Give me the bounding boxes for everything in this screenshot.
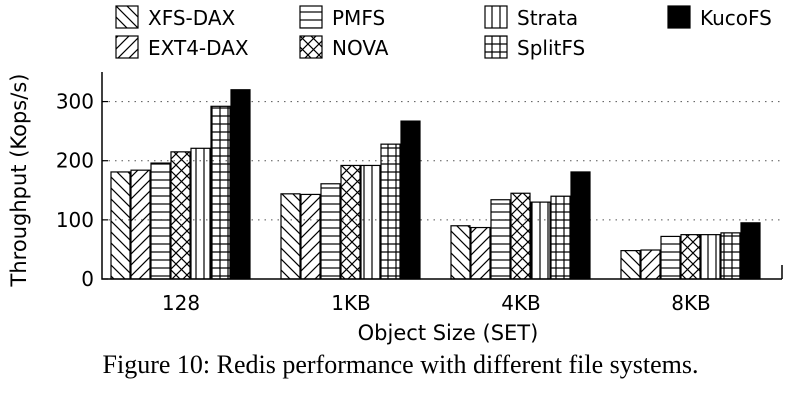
x-tick-label: 128 bbox=[162, 291, 200, 315]
legend-label: NOVA bbox=[332, 36, 389, 60]
bar-xfs-dax-4kb bbox=[450, 225, 471, 280]
legend-swatch-pmfs bbox=[299, 5, 323, 29]
legend-swatch-ext4-dax bbox=[115, 35, 139, 59]
bar-pmfs-4kb bbox=[490, 199, 511, 280]
bar-pmfs-128 bbox=[150, 162, 171, 280]
axes bbox=[101, 72, 783, 280]
legend-label: SplitFS bbox=[517, 36, 585, 60]
legend: XFS-DAX EXT4-DAX PMFS NOVA Strata SplitFS Kuco… bbox=[115, 5, 772, 60]
bar-pmfs-1kb bbox=[320, 183, 341, 280]
legend-swatch-kucofs bbox=[667, 5, 691, 29]
x-tick-label: 1KB bbox=[331, 291, 371, 315]
legend-swatch-xfs-dax bbox=[115, 5, 139, 29]
grid-lines bbox=[102, 101, 782, 221]
bar-ext4-dax-1kb bbox=[300, 193, 321, 280]
bar-splitfs-4kb bbox=[550, 195, 571, 280]
bar-nova-4kb bbox=[510, 192, 531, 280]
bar-kucofs-1kb bbox=[400, 120, 421, 280]
legend-label: PMFS bbox=[332, 6, 385, 30]
bar-kucofs-8kb bbox=[740, 222, 761, 280]
legend-label: XFS-DAX bbox=[148, 6, 235, 30]
legend-swatch-strata bbox=[484, 5, 508, 29]
legend-swatch-nova bbox=[299, 35, 323, 59]
y-tick-label: 200 bbox=[56, 149, 94, 173]
bar-pmfs-8kb bbox=[660, 235, 681, 280]
axis-lines bbox=[101, 72, 782, 280]
y-tick-label: 0 bbox=[81, 267, 94, 291]
bar-strata-1kb bbox=[360, 164, 381, 280]
bar-nova-8kb bbox=[680, 234, 701, 280]
bar-ext4-dax-8kb bbox=[640, 249, 661, 280]
bar-nova-1kb bbox=[340, 164, 361, 280]
bar-kucofs-128 bbox=[230, 89, 251, 280]
bar-xfs-dax-128 bbox=[110, 171, 131, 280]
bar-xfs-dax-1kb bbox=[280, 193, 301, 280]
x-tick-label: 8KB bbox=[671, 291, 711, 315]
bar-strata-4kb bbox=[530, 201, 551, 280]
y-tick-label: 100 bbox=[56, 208, 94, 232]
legend-label: Strata bbox=[517, 6, 578, 30]
bar-splitfs-128 bbox=[210, 105, 231, 280]
figure-caption: Figure 10: Redis performance with differ… bbox=[102, 350, 699, 379]
bar-ext4-dax-128 bbox=[130, 169, 151, 280]
bars bbox=[110, 89, 761, 280]
x-tick-label: 4KB bbox=[501, 291, 541, 315]
bar-nova-128 bbox=[170, 151, 191, 280]
x-axis-title: Object Size (SET) bbox=[358, 321, 539, 345]
bar-splitfs-1kb bbox=[380, 143, 401, 280]
bar-strata-8kb bbox=[700, 234, 721, 280]
bar-ext4-dax-4kb bbox=[470, 226, 491, 280]
tick-labels: 0 100 200 300 128 1KB 4KB 8KB bbox=[56, 90, 711, 315]
bar-xfs-dax-8kb bbox=[620, 250, 641, 280]
bar-kucofs-4kb bbox=[570, 171, 591, 280]
chart: 0 100 200 300 128 1KB 4KB 8KB XFS-DAX EXT4-DAX PM… bbox=[7, 5, 783, 345]
y-axis-title: Throughput (Kops/s) bbox=[7, 74, 31, 288]
legend-swatch-splitfs bbox=[484, 35, 508, 59]
legend-label: KucoFS bbox=[700, 6, 772, 30]
legend-label: EXT4-DAX bbox=[148, 36, 249, 60]
y-tick-label: 300 bbox=[56, 90, 94, 114]
bar-splitfs-8kb bbox=[720, 232, 741, 280]
bar-strata-128 bbox=[190, 147, 211, 280]
